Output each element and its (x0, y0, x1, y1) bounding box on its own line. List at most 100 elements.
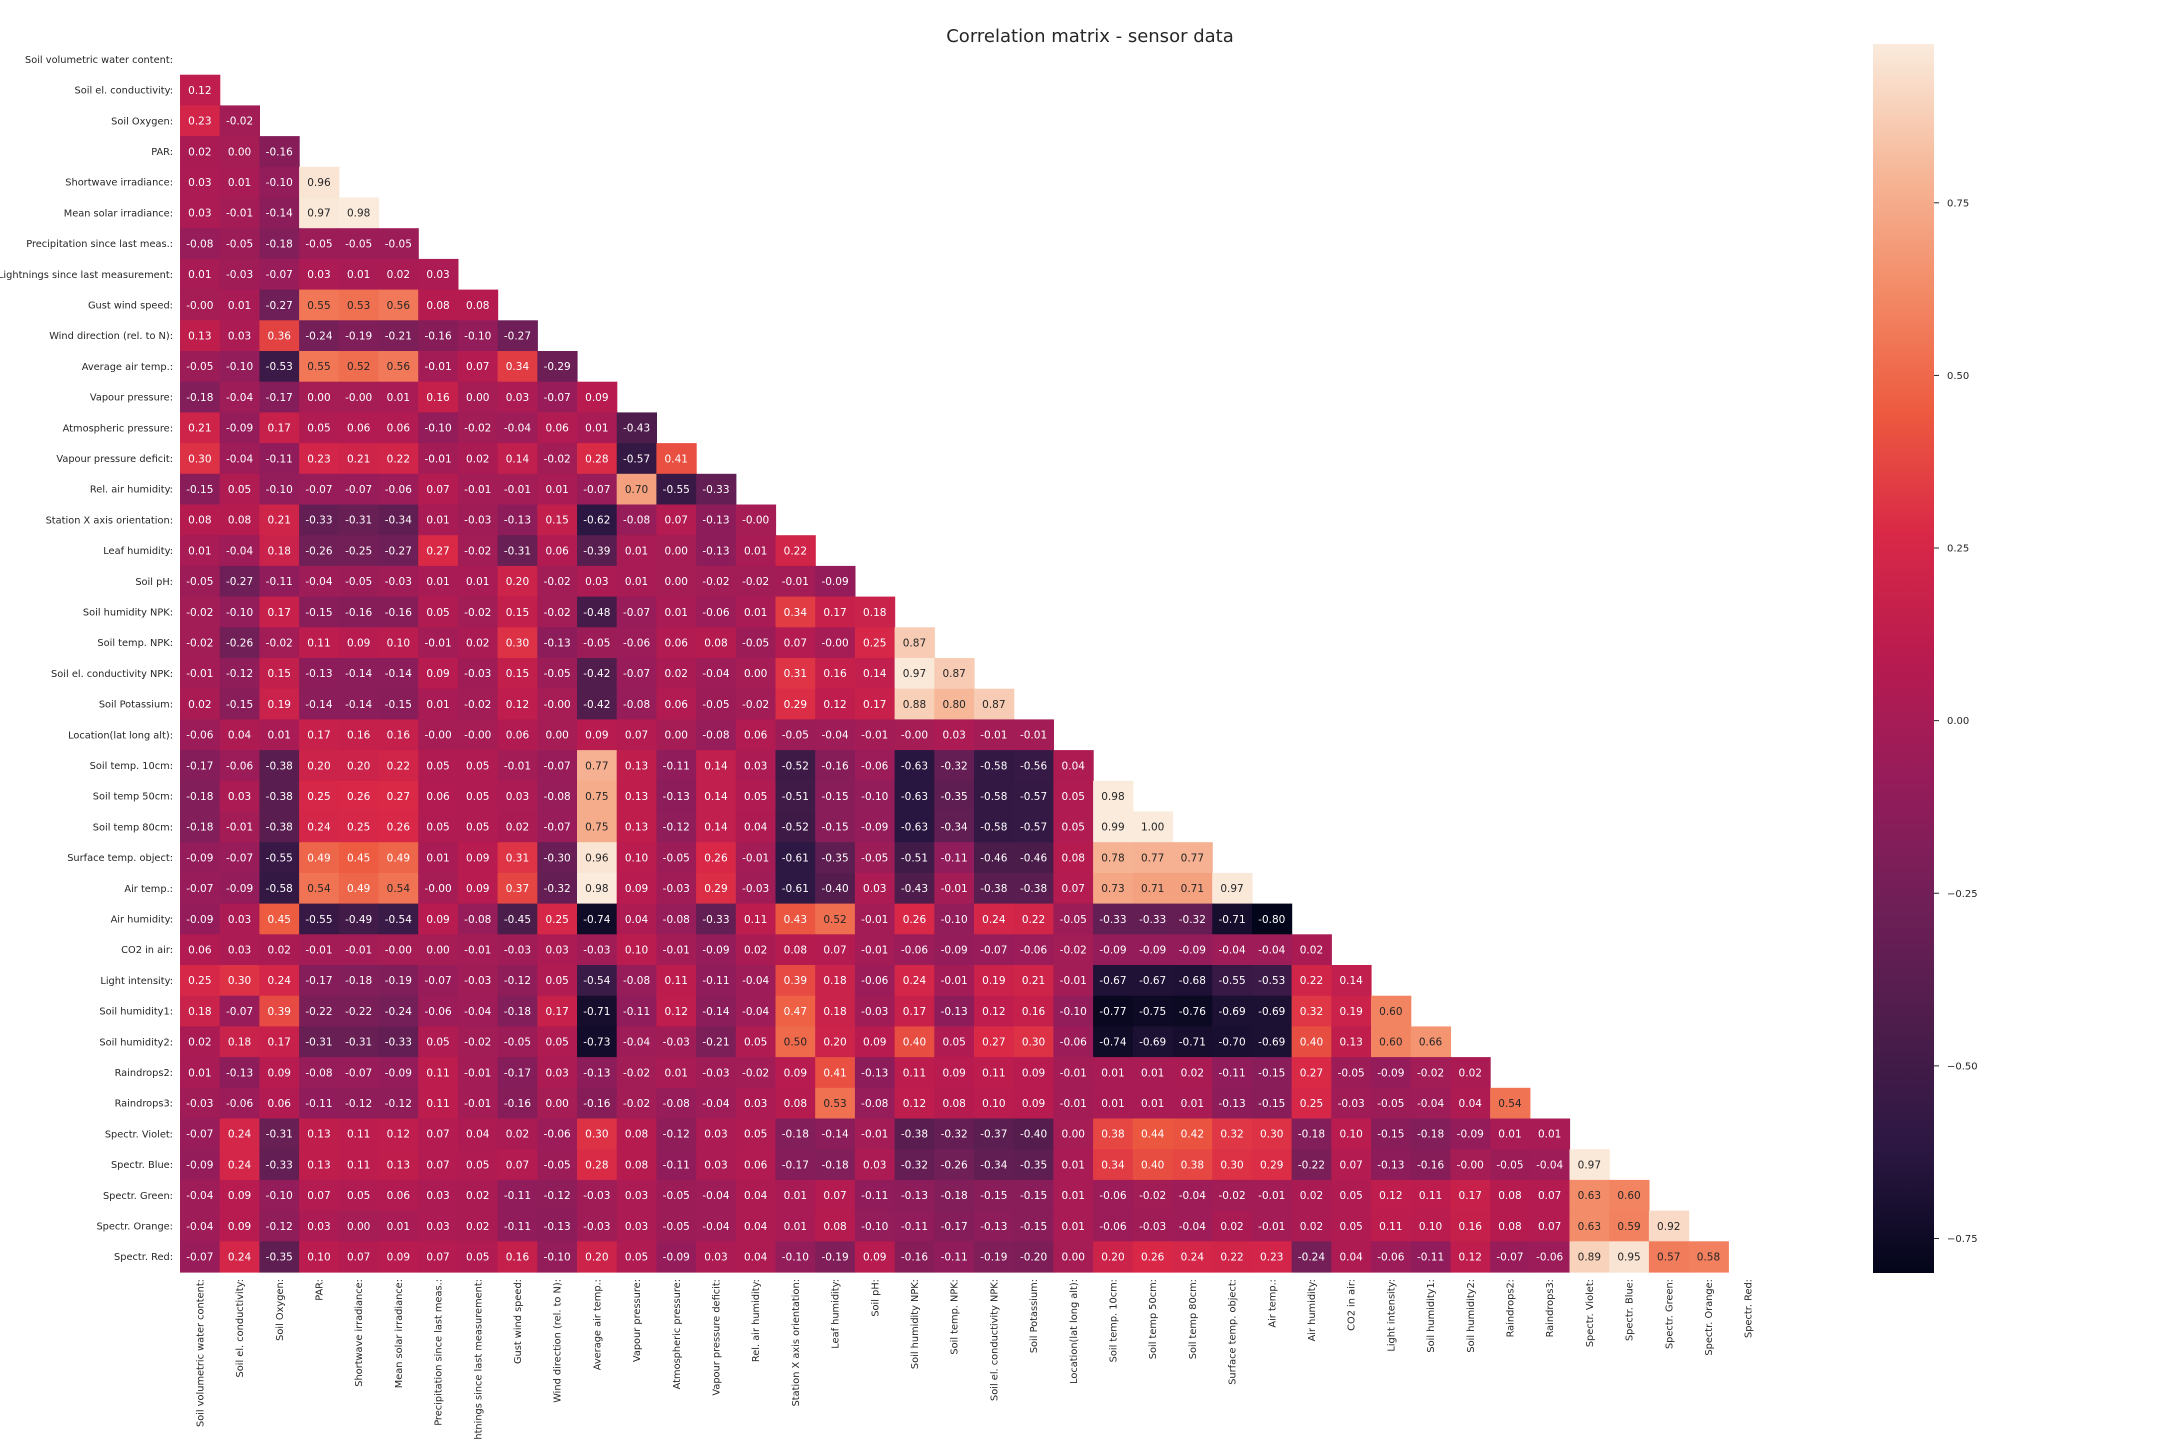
cell-value-label: 0.15 (506, 668, 529, 680)
cell-value-label: 0.17 (268, 423, 291, 435)
heatmap-cell (656, 1057, 697, 1089)
cell-value-label: -0.03 (504, 944, 531, 956)
cell-value-label: 0.03 (307, 269, 330, 281)
cell-value-label: -0.15 (821, 822, 848, 834)
cell-value-label: -0.14 (305, 699, 332, 711)
cell-value-label: -0.52 (782, 822, 809, 834)
heatmap-cell (656, 780, 697, 813)
heatmap-cell (259, 1149, 300, 1181)
column-tick-label: Soil humidity2: (1466, 1279, 1477, 1353)
column-tick-label: Spectr. Violet: (1585, 1279, 1596, 1347)
cell-value-label: -0.05 (1060, 914, 1087, 926)
cell-value-label: 0.11 (665, 975, 688, 987)
column-tick-label: Soil humidity NPK: (910, 1279, 921, 1369)
row-tick-label: Lightnings since last measurement: (0, 270, 173, 281)
heatmap-cell (696, 596, 737, 628)
cell-value-label: 0.56 (387, 361, 411, 373)
cell-value-label: -0.00 (186, 300, 213, 312)
cell-value-label: -0.40 (821, 883, 848, 895)
heatmap-cell (219, 1026, 260, 1058)
cell-value-label: -0.24 (385, 1006, 412, 1018)
cell-value-label: -0.71 (1179, 1037, 1206, 1049)
cell-value-label: 0.44 (1141, 1129, 1165, 1141)
heatmap-cell (894, 688, 935, 720)
cell-value-label: 0.08 (704, 637, 727, 649)
cell-value-label: -0.12 (226, 668, 253, 680)
heatmap-cell (1013, 1026, 1054, 1058)
cell-value-label: -0.29 (544, 361, 571, 373)
cell-value-label: -0.02 (742, 1067, 769, 1079)
cell-value-label: -0.04 (226, 392, 253, 404)
cell-value-label: -0.01 (424, 361, 451, 373)
cell-value-label: 0.30 (1260, 1129, 1283, 1141)
cell-value-label: 0.29 (704, 883, 727, 895)
cell-value-label: 0.21 (347, 453, 370, 465)
heatmap-cell (696, 627, 737, 659)
cell-value-label: 0.07 (426, 1129, 449, 1141)
cell-value-label: 0.18 (863, 607, 886, 619)
cell-value-label: -0.00 (901, 730, 928, 742)
heatmap-cell (180, 750, 221, 782)
heatmap-cell (219, 381, 260, 413)
cell-value-label: -0.16 (821, 760, 848, 772)
cell-value-label: 0.11 (347, 1129, 370, 1141)
cell-value-label: 0.17 (545, 1006, 568, 1018)
cell-value-label: -0.11 (941, 852, 968, 864)
colorbar-tick-label: 0.25 (1947, 544, 1969, 555)
cell-value-label: -0.51 (782, 791, 809, 803)
cell-value-label: 0.06 (744, 1159, 768, 1171)
cell-value-label: 0.32 (1300, 1006, 1323, 1018)
heatmap-cell (497, 412, 538, 444)
cell-value-label: -0.08 (623, 975, 650, 987)
heatmap-cell (815, 688, 856, 720)
heatmap-cell (1013, 842, 1054, 874)
cell-value-label: 0.18 (228, 1037, 251, 1049)
heatmap-cell (1410, 1026, 1451, 1058)
cell-value-label: 0.15 (545, 515, 568, 527)
heatmap-cell (1013, 1210, 1054, 1242)
cell-value-label: -0.22 (345, 1006, 372, 1018)
cell-value-label: -0.04 (821, 730, 848, 742)
heatmap-cell (934, 903, 975, 935)
heatmap-cell (219, 412, 260, 444)
cell-value-label: 0.24 (228, 1129, 252, 1141)
cell-value-label: -0.17 (504, 1067, 531, 1079)
heatmap-cell (378, 596, 419, 628)
heatmap-cell (696, 1087, 737, 1120)
cell-value-label: -0.71 (1218, 914, 1245, 926)
cell-value-label: 0.57 (1657, 1251, 1680, 1263)
cell-value-label: 0.07 (426, 484, 449, 496)
cell-value-label: -0.04 (702, 668, 729, 680)
heatmap-cell (616, 903, 657, 935)
heatmap-cell (1093, 780, 1134, 813)
cell-value-label: -0.31 (504, 545, 531, 557)
cell-value-label: 0.04 (466, 1129, 490, 1141)
cell-value-label: 0.73 (1101, 883, 1124, 895)
heatmap-cell (1450, 1118, 1491, 1150)
column-tick-label: Soil temp. 10cm: (1108, 1279, 1119, 1362)
row-tick-label: Spectr. Violet: (105, 1129, 173, 1140)
cell-value-label: -0.10 (782, 1251, 809, 1263)
cell-value-label: 0.01 (188, 1067, 211, 1079)
cell-value-label: -0.14 (821, 1129, 848, 1141)
heatmap-cell (378, 504, 419, 536)
heatmap-cell (1132, 872, 1174, 905)
row-tick-label: CO2 in air: (121, 945, 173, 956)
heatmap-cell (180, 658, 221, 690)
heatmap-cell (299, 1026, 340, 1058)
cell-value-label: -0.05 (861, 852, 888, 864)
heatmap-cell (775, 811, 816, 843)
cell-value-label: 0.10 (1339, 1129, 1362, 1141)
heatmap-cell (775, 842, 816, 874)
cell-value-label: 0.03 (942, 730, 965, 742)
cell-value-label: -0.08 (702, 730, 729, 742)
heatmap-cell (219, 1087, 260, 1120)
heatmap-cell (1291, 1179, 1332, 1212)
cell-value-label: -0.19 (385, 975, 412, 987)
heatmap-cell (894, 1149, 935, 1181)
cell-value-label: 0.53 (347, 300, 370, 312)
heatmap-cell (418, 1087, 459, 1120)
colorbar-tick-label: −0.25 (1947, 889, 1978, 900)
cell-value-label: -0.05 (544, 1159, 571, 1171)
heatmap-cell (735, 1210, 777, 1242)
